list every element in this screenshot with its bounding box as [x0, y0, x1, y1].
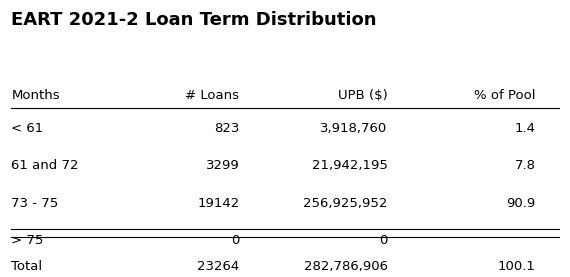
Text: # Loans: # Loans [185, 89, 239, 102]
Text: 256,925,952: 256,925,952 [303, 197, 388, 210]
Text: < 61: < 61 [11, 122, 44, 135]
Text: 3299: 3299 [206, 159, 239, 172]
Text: > 75: > 75 [11, 234, 44, 247]
Text: 21,942,195: 21,942,195 [312, 159, 388, 172]
Text: 3,918,760: 3,918,760 [320, 122, 388, 135]
Text: 823: 823 [214, 122, 239, 135]
Text: 90.9: 90.9 [507, 197, 536, 210]
Text: 7.8: 7.8 [515, 159, 536, 172]
Text: UPB ($): UPB ($) [338, 89, 388, 102]
Text: Total: Total [11, 260, 43, 273]
Text: 0: 0 [379, 234, 388, 247]
Text: 0: 0 [231, 234, 239, 247]
Text: 19142: 19142 [197, 197, 239, 210]
Text: 61 and 72: 61 and 72 [11, 159, 79, 172]
Text: 282,786,906: 282,786,906 [304, 260, 388, 273]
Text: Months: Months [11, 89, 60, 102]
Text: 23264: 23264 [197, 260, 239, 273]
Text: % of Pool: % of Pool [474, 89, 536, 102]
Text: 100.1: 100.1 [498, 260, 536, 273]
Text: 1.4: 1.4 [515, 122, 536, 135]
Text: 73 - 75: 73 - 75 [11, 197, 59, 210]
Text: EART 2021-2 Loan Term Distribution: EART 2021-2 Loan Term Distribution [11, 11, 377, 29]
